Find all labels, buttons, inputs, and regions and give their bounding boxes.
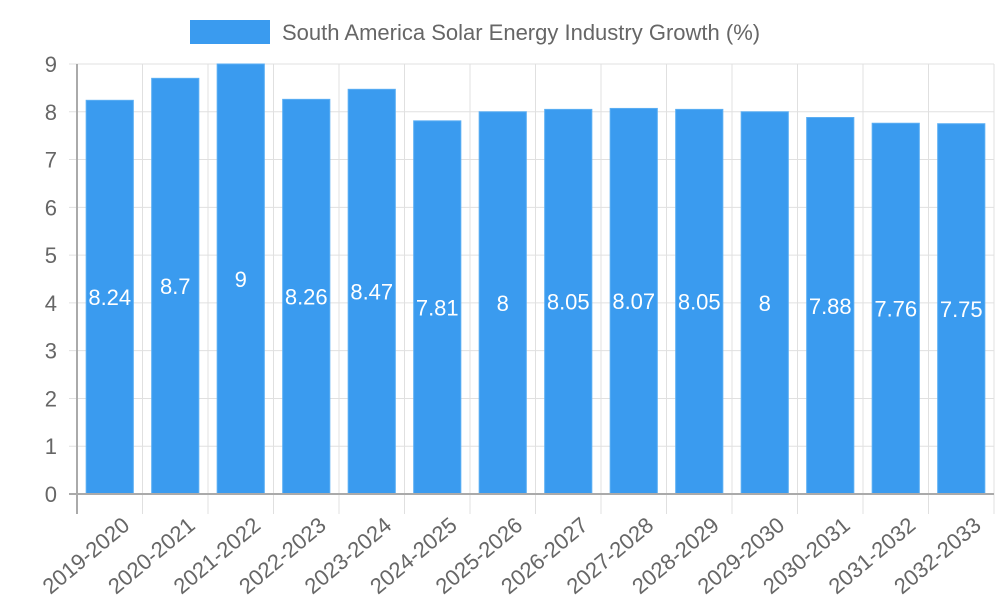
y-tick-label: 4	[45, 291, 57, 316]
data-labels: 8.24 8.7 9 8.26 8.47 7.81 8 8.05 8.07 8.05 8 7.88 7.…	[88, 267, 982, 322]
y-tick-label: 2	[45, 386, 57, 411]
data-label: 7.76	[874, 297, 917, 322]
legend[interactable]: South America Solar Energy Industry Grow…	[190, 20, 760, 45]
y-tick-label: 1	[45, 434, 57, 459]
legend-label: South America Solar Energy Industry Grow…	[282, 20, 760, 45]
data-label: 8.05	[678, 290, 721, 315]
bar[interactable]	[609, 107, 658, 495]
x-axis-tick-labels: 2019-20202020-20212021-20222022-20232023…	[38, 512, 986, 599]
bar[interactable]	[740, 111, 789, 495]
y-tick-label: 8	[45, 100, 57, 125]
y-tick-label: 0	[45, 482, 57, 507]
data-label: 8.07	[612, 289, 655, 314]
legend-swatch	[190, 20, 270, 44]
bar[interactable]	[478, 111, 527, 495]
data-label: 8.7	[160, 274, 191, 299]
bar[interactable]	[151, 77, 200, 495]
axes	[69, 64, 994, 514]
bar[interactable]	[216, 63, 265, 495]
data-label: 8.24	[88, 285, 131, 310]
gridlines	[69, 63, 995, 514]
bar[interactable]	[282, 98, 331, 495]
bar[interactable]	[413, 120, 462, 495]
bar[interactable]	[806, 117, 855, 495]
bar[interactable]	[937, 123, 986, 495]
data-label: 8	[759, 291, 771, 316]
bar[interactable]	[675, 108, 724, 495]
bar[interactable]	[544, 108, 593, 495]
data-label: 8.47	[350, 280, 393, 305]
data-label: 7.88	[809, 294, 852, 319]
bar[interactable]	[347, 88, 396, 495]
y-tick-label: 6	[45, 195, 57, 220]
y-tick-label: 9	[45, 52, 57, 77]
data-label: 8	[497, 291, 509, 316]
y-tick-label: 5	[45, 243, 57, 268]
bar[interactable]	[871, 122, 920, 495]
data-label: 8.26	[285, 285, 328, 310]
y-axis-tick-labels: 0 1 2 3 4 5 6 7 8 9	[45, 52, 57, 507]
bar[interactable]	[85, 99, 134, 495]
y-tick-label: 3	[45, 339, 57, 364]
bars	[85, 63, 986, 495]
data-label: 8.05	[547, 290, 590, 315]
y-tick-label: 7	[45, 148, 57, 173]
data-label: 7.75	[940, 297, 983, 322]
data-label: 7.81	[416, 295, 459, 320]
data-label: 9	[235, 267, 247, 292]
